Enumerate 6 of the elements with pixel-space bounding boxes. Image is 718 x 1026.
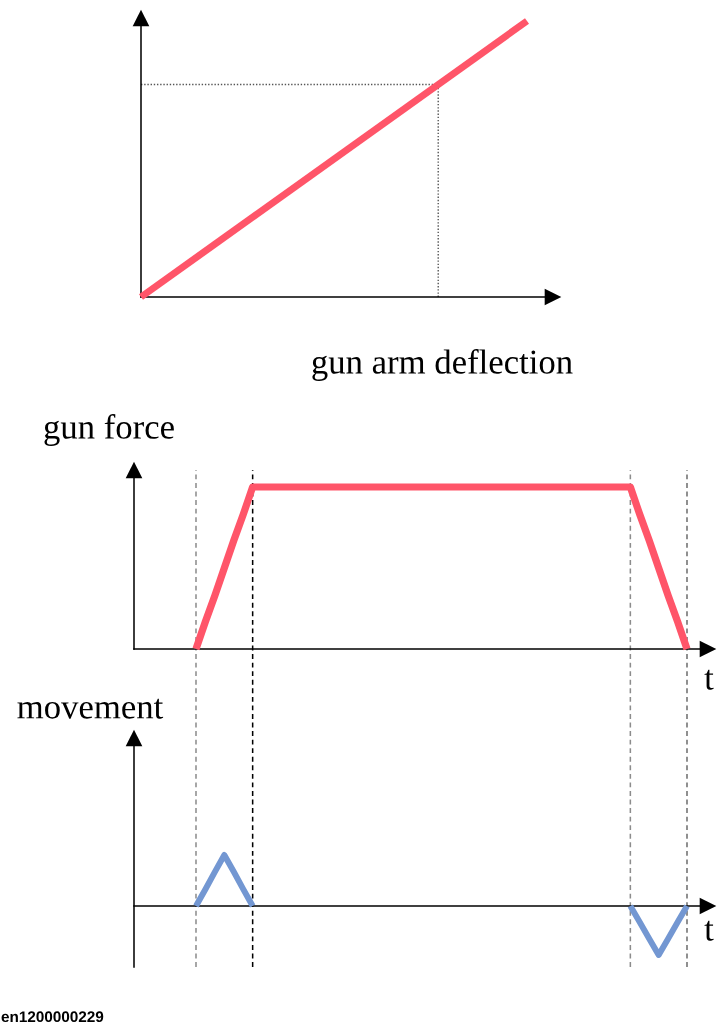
text: en1200000229	[1, 1011, 104, 1023]
x-axis-title: t	[704, 669, 714, 690]
y-axis-title: movement	[17, 698, 164, 719]
x-axis-title: t	[704, 920, 714, 941]
x-axis-title: gun arm deflection	[312, 349, 573, 381]
y-axis-title: gun force	[44, 414, 174, 446]
